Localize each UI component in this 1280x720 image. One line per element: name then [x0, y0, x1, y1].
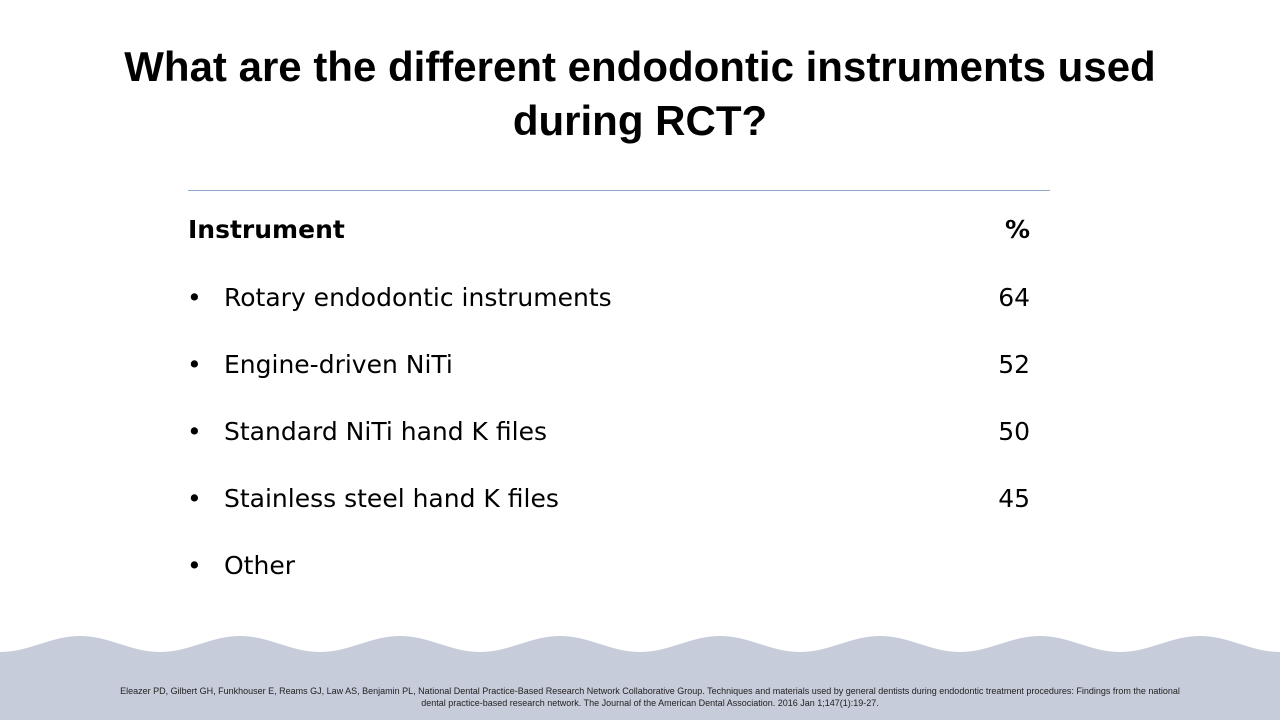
citation: Eleazer PD, Gilbert GH, Funkhouser E, Re…	[120, 686, 1180, 708]
row-label: Other	[224, 551, 295, 580]
row-label: Engine-driven NiTi	[224, 350, 453, 379]
row-value: 50	[998, 417, 1030, 446]
row-value: 45	[998, 484, 1030, 513]
bullet: •	[187, 484, 202, 513]
row-value: 64	[998, 283, 1030, 312]
column-header: Instrument	[188, 215, 345, 244]
bullet: •	[187, 350, 202, 379]
row-label: Rotary endodontic instruments	[224, 283, 612, 312]
bullet: •	[187, 283, 202, 312]
bullet: •	[187, 417, 202, 446]
wave-decoration	[0, 636, 1280, 720]
row-label: Standard NiTi hand K files	[224, 417, 547, 446]
bullet: •	[187, 551, 202, 580]
row-value: 52	[998, 350, 1030, 379]
slide-title: What are the different endodontic instru…	[124, 43, 1156, 144]
table-rule	[188, 190, 1050, 191]
wave-shape	[0, 636, 1280, 720]
column-header: %	[1004, 215, 1030, 244]
row-label: Stainless steel hand K files	[224, 484, 559, 513]
